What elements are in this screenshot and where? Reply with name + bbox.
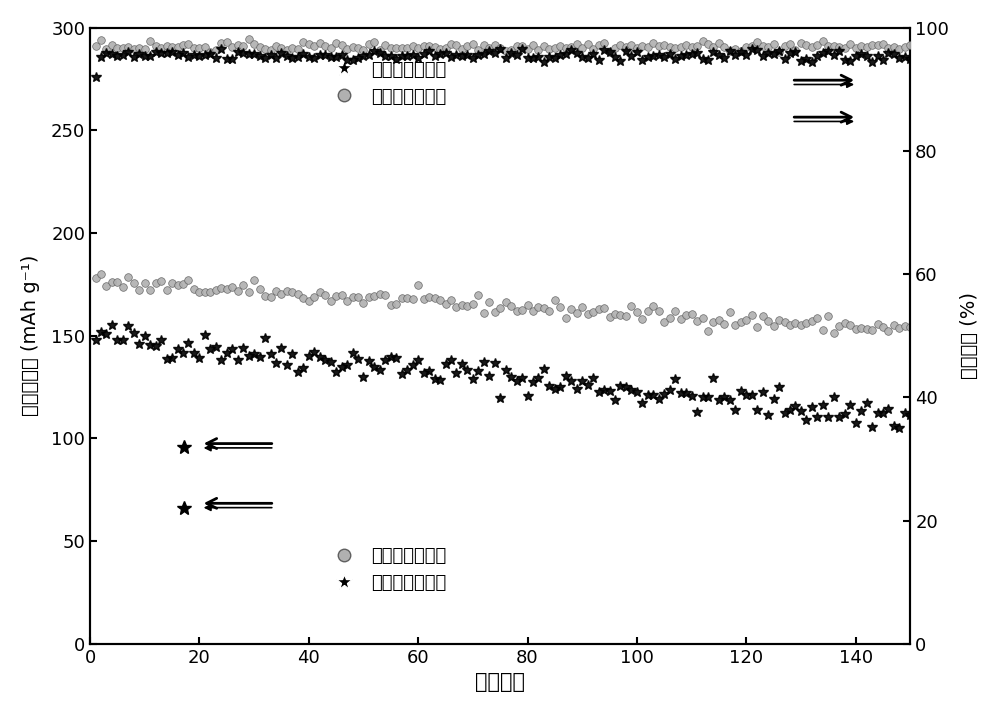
Legend: 再生镍钴锰酸锂, 报废镍钴锰酸锂: 再生镍钴锰酸锂, 报废镍钴锰酸锂 xyxy=(321,542,452,597)
X-axis label: 循环圈数: 循环圈数 xyxy=(475,672,525,692)
Y-axis label: 库伦效率 (%): 库伦效率 (%) xyxy=(960,292,979,379)
Y-axis label: 放电比容量 (mAh g⁻¹): 放电比容量 (mAh g⁻¹) xyxy=(21,255,40,416)
